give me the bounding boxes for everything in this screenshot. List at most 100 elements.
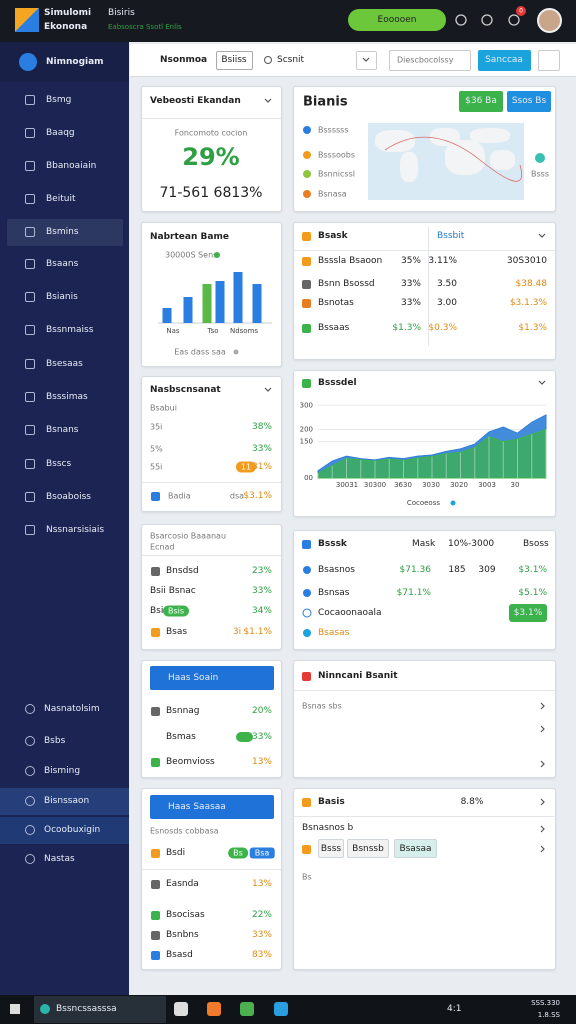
icon bbox=[302, 672, 311, 681]
icon bbox=[302, 232, 311, 241]
button[interactable] bbox=[150, 666, 274, 690]
search-pill[interactable] bbox=[348, 9, 446, 31]
card bbox=[141, 86, 282, 212]
row-label: Bsas bbox=[166, 627, 188, 637]
row-label: 55i bbox=[150, 462, 163, 472]
nav-icon bbox=[25, 227, 35, 237]
row-value: $1.1% bbox=[243, 627, 272, 637]
top-bar bbox=[0, 0, 576, 42]
nav-icon bbox=[25, 128, 35, 138]
row-label: Cocaoonaoala bbox=[318, 608, 382, 618]
divider bbox=[294, 816, 555, 817]
bar bbox=[252, 284, 262, 323]
button[interactable] bbox=[150, 795, 274, 819]
x-tick-label: 3030 bbox=[422, 481, 440, 489]
active-item bbox=[0, 788, 129, 815]
row-value: $1.3% bbox=[392, 323, 421, 333]
y-tick-label: 300 bbox=[300, 401, 313, 409]
row-value: 3i bbox=[232, 627, 242, 637]
primary-button[interactable] bbox=[478, 50, 531, 71]
row-label: Bsasas bbox=[318, 628, 350, 638]
bar bbox=[202, 284, 212, 323]
icon bbox=[302, 324, 311, 333]
divider bbox=[428, 226, 429, 346]
chip-label: Bsss bbox=[320, 844, 342, 854]
chip-label: Bsnssb bbox=[352, 844, 384, 854]
nav-item: Nssnarsisiais bbox=[46, 525, 105, 535]
divider bbox=[294, 690, 555, 691]
caption: Esnosds cobbasa bbox=[150, 826, 219, 836]
card-title: Bsask bbox=[318, 231, 348, 241]
landmass bbox=[375, 130, 415, 152]
button[interactable] bbox=[509, 604, 547, 622]
icon bbox=[302, 540, 311, 549]
column-header: Bsssk bbox=[318, 539, 347, 549]
search-input[interactable] bbox=[389, 50, 471, 71]
row-value: $38.48 bbox=[515, 279, 548, 289]
icon bbox=[302, 299, 311, 308]
chip[interactable] bbox=[318, 839, 344, 858]
icon bbox=[151, 931, 160, 940]
app-icon[interactable] bbox=[274, 1002, 288, 1016]
row-label: Bsnn Bsossd bbox=[318, 279, 375, 289]
pill: Bsis bbox=[162, 605, 190, 617]
row-label: Bsdi bbox=[166, 848, 186, 858]
app-title: Ekonona bbox=[44, 22, 88, 32]
app-icon[interactable] bbox=[240, 1002, 254, 1016]
button-label: Sanccaa bbox=[485, 55, 523, 65]
row-value: 30S3010 bbox=[506, 256, 547, 266]
start-icon bbox=[10, 1004, 20, 1014]
subtitle: Bsabui bbox=[150, 403, 177, 413]
card-title: Bsssdel bbox=[318, 378, 357, 388]
chip[interactable] bbox=[347, 839, 389, 858]
app-icon[interactable] bbox=[207, 1002, 221, 1016]
dropdown-button[interactable] bbox=[356, 51, 377, 70]
card-title: Ninncani Bsanit bbox=[318, 671, 398, 681]
button[interactable] bbox=[459, 91, 503, 112]
nav-icon bbox=[25, 292, 35, 302]
nav-icon bbox=[25, 825, 35, 835]
logo[interactable] bbox=[15, 8, 39, 32]
row-value: 23% bbox=[251, 566, 272, 576]
toolbar-icon bbox=[481, 14, 493, 26]
app-icon[interactable] bbox=[174, 1002, 188, 1016]
row-value: 33% bbox=[400, 298, 421, 308]
tab-label: Bsiiss bbox=[221, 55, 247, 65]
area bbox=[317, 428, 547, 479]
nav-icon bbox=[25, 325, 35, 335]
divider bbox=[142, 555, 281, 556]
radio bbox=[264, 56, 272, 64]
chevron bbox=[540, 760, 545, 768]
tab-button[interactable] bbox=[216, 51, 253, 70]
nav-item: Bsoaboiss bbox=[46, 492, 91, 502]
icon bbox=[151, 492, 160, 501]
row-value: 34% bbox=[251, 606, 272, 616]
row-label: Bsnsas bbox=[318, 588, 350, 598]
nav-item: Bsmins bbox=[46, 227, 79, 237]
nav-item: Nastas bbox=[44, 854, 75, 864]
taskbar-search[interactable] bbox=[34, 996, 166, 1023]
search-button[interactable] bbox=[538, 50, 560, 71]
nav-icon bbox=[25, 425, 35, 435]
nav-icon bbox=[25, 459, 35, 469]
item-dot bbox=[303, 170, 311, 178]
row-value: $3.1.3% bbox=[509, 298, 547, 308]
x-tick-label: Ndsoms bbox=[230, 327, 258, 335]
sidebar-header: Nimnogiam bbox=[46, 57, 104, 67]
input-placeholder: Diescbocolssy bbox=[397, 55, 454, 65]
row-value: 13% bbox=[251, 757, 272, 767]
row-value: 35% bbox=[400, 256, 421, 266]
row-label: 5% bbox=[150, 444, 163, 454]
nav-icon bbox=[25, 259, 35, 269]
nav-item: Bsmg bbox=[46, 95, 72, 105]
row-value: 3.50 bbox=[436, 279, 457, 289]
button[interactable] bbox=[507, 91, 551, 112]
x-tick-label: Tso bbox=[206, 327, 218, 335]
legend-dot bbox=[214, 252, 220, 258]
row-dot bbox=[303, 589, 311, 597]
row-value: $3.1% bbox=[518, 565, 547, 575]
chip[interactable] bbox=[394, 839, 437, 858]
avatar[interactable] bbox=[537, 8, 562, 33]
row-value: 13% bbox=[251, 879, 272, 889]
